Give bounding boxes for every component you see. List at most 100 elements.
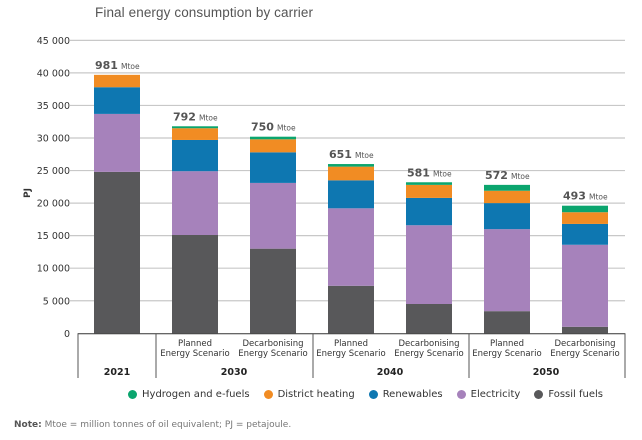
legend-label: Renewables <box>382 389 443 400</box>
bar-segment-district-heating <box>406 184 452 198</box>
bar-stack <box>484 184 530 334</box>
bar-segment-electricity <box>328 208 374 286</box>
scenario-label: Energy Scenario <box>316 349 385 359</box>
bar-segment-hydrogen-and-e-fuels <box>406 182 452 185</box>
footnote: Note: Mtoe = million tonnes of oil equiv… <box>14 420 291 430</box>
year-label: 2050 <box>533 367 560 378</box>
total-label-unit: Mtoe <box>589 193 608 202</box>
y-tick-label: 45 000 <box>37 36 70 47</box>
bar-segment-hydrogen-and-e-fuels <box>484 184 530 191</box>
y-tick-label: 15 000 <box>37 231 70 242</box>
scenario-label: Energy Scenario <box>472 349 541 359</box>
total-label-unit: Mtoe <box>277 124 296 133</box>
total-label-unit: Mtoe <box>433 169 452 178</box>
bar-segment-electricity <box>172 171 218 235</box>
bar-segment-hydrogen-and-e-fuels <box>328 164 374 167</box>
bar-segment-fossil-fuels <box>562 326 608 334</box>
bar-segment-renewables <box>406 197 452 226</box>
y-tick-label: 30 000 <box>37 134 70 145</box>
legend-label: Fossil fuels <box>548 389 603 400</box>
total-label-value: 750 <box>251 121 274 134</box>
scenario-label: Energy Scenario <box>238 349 307 359</box>
bar-segment-renewables <box>172 139 218 172</box>
y-axis-label: PJ <box>23 188 33 198</box>
y-tick-label: 25 000 <box>37 166 70 177</box>
total-label-value: 493 <box>563 190 586 203</box>
year-label: 2030 <box>221 367 248 378</box>
bar-segment-electricity <box>406 225 452 305</box>
legend-swatch-icon <box>456 390 466 399</box>
scenario-label: Decarbonising <box>242 339 303 349</box>
bar-segment-hydrogen-and-e-fuels <box>172 126 218 129</box>
total-label: 572 Mtoe <box>485 169 530 182</box>
legend-label: District heating <box>277 389 355 400</box>
legend-item: Fossil fuels <box>534 389 603 400</box>
scenario-label: Planned <box>178 339 212 349</box>
y-tick-label: 20 000 <box>37 199 70 210</box>
bar-segment-district-heating <box>484 190 530 204</box>
legend-item: Electricity <box>456 389 521 400</box>
legend-item: Hydrogen and e-fuels <box>128 389 250 400</box>
bar-stack <box>172 126 218 334</box>
scenario-label: Planned <box>334 339 368 349</box>
total-label: 792 Mtoe <box>173 110 218 123</box>
note-text: Mtoe = million tonnes of oil equivalent;… <box>41 420 292 430</box>
legend-label: Hydrogen and e-fuels <box>142 389 250 400</box>
total-label-unit: Mtoe <box>121 62 140 71</box>
bar-segment-electricity <box>250 182 296 249</box>
total-label-value: 581 <box>407 166 430 179</box>
total-label-value: 651 <box>329 148 352 161</box>
bar-segment-hydrogen-and-e-fuels <box>562 205 608 213</box>
legend: Hydrogen and e-fuels District heating Rene… <box>0 389 642 400</box>
bar-stack <box>562 205 608 334</box>
total-label-unit: Mtoe <box>511 172 530 181</box>
bar-segment-district-heating <box>94 74 140 88</box>
year-label: 2021 <box>104 367 130 378</box>
legend-item: Renewables <box>368 389 443 400</box>
total-label-value: 792 <box>173 110 196 123</box>
bar-segment-fossil-fuels <box>250 248 296 334</box>
bar-segment-fossil-fuels <box>406 304 452 334</box>
total-label-unit: Mtoe <box>355 151 374 160</box>
total-label: 981 Mtoe <box>95 59 140 72</box>
bar-segment-electricity <box>562 244 608 327</box>
bar-segment-district-heating <box>328 166 374 181</box>
y-tick-label: 10 000 <box>37 264 70 275</box>
scenario-label: Decarbonising <box>398 339 459 349</box>
bar-segment-fossil-fuels <box>484 311 530 334</box>
year-label: 2040 <box>377 367 404 378</box>
scenario-label: Energy Scenario <box>550 349 619 359</box>
bar-segment-renewables <box>484 203 530 230</box>
total-label-value: 981 <box>95 59 118 72</box>
bar-segment-district-heating <box>562 212 608 224</box>
total-label: 493 Mtoe <box>563 190 608 203</box>
total-label-unit: Mtoe <box>199 113 218 122</box>
legend-label: Electricity <box>470 389 521 400</box>
y-tick-label: 5 000 <box>43 296 70 307</box>
bar-segment-renewables <box>562 223 608 245</box>
bar-segment-renewables <box>94 87 140 114</box>
y-tick-label: 40 000 <box>37 68 70 79</box>
bar-segment-district-heating <box>172 128 218 140</box>
bar-segment-renewables <box>250 152 296 183</box>
stacked-bar-chart: 0 5 000 10 000 15 000 20 000 25 000 30 000 35 0… <box>23 36 626 378</box>
bar-segment-renewables <box>328 180 374 209</box>
legend-swatch-icon <box>128 390 137 399</box>
total-label: 581 Mtoe <box>407 166 452 179</box>
bar-stack <box>250 136 296 334</box>
legend-swatch-icon <box>368 390 378 399</box>
bars <box>94 74 608 334</box>
y-axis-ticks: 0 5 000 10 000 15 000 20 000 25 000 30 000 35 0… <box>37 36 70 340</box>
bar-segment-fossil-fuels <box>328 285 374 334</box>
chart-title: Final energy consumption by carrier <box>95 5 314 20</box>
scenario-label: Decarbonising <box>554 339 615 349</box>
bar-segment-electricity <box>484 229 530 312</box>
total-label: 750 Mtoe <box>251 121 296 134</box>
total-label-value: 572 <box>485 169 508 182</box>
note-label: Note: <box>14 420 42 430</box>
bar-stack <box>406 182 452 334</box>
legend-item: District heating <box>263 389 355 400</box>
scenario-label: Planned <box>490 339 524 349</box>
